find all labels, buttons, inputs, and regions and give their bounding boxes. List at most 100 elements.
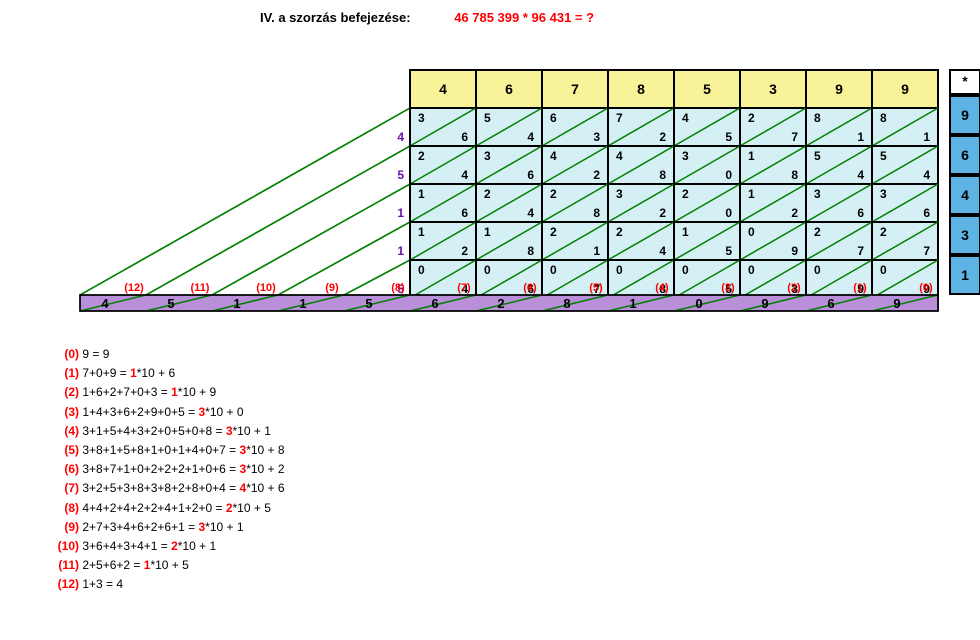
step-post: *10 + 5 <box>233 501 271 515</box>
step-carry: 1 <box>171 385 178 399</box>
step-index: (10) <box>45 537 79 556</box>
multiplier-digit: 9 <box>961 107 969 123</box>
lattice-ones: 8 <box>527 244 534 258</box>
diag-index: (6) <box>523 282 537 294</box>
step-index: (5) <box>45 441 79 460</box>
lattice-ones: 0 <box>725 206 732 220</box>
step-index: (4) <box>45 422 79 441</box>
lattice-tens: 3 <box>880 187 887 201</box>
diag-index: (2) <box>787 282 801 294</box>
step-row: (0) 9 = 9 <box>45 345 980 364</box>
step-row: (1) 7+0+9 = 1*10 + 6 <box>45 364 980 383</box>
lattice-tens: 0 <box>550 263 557 277</box>
lattice-tens: 0 <box>484 263 491 277</box>
diag-index: (10) <box>256 282 276 294</box>
result-digit: 5 <box>365 296 372 311</box>
diag-index: (12) <box>124 282 144 294</box>
title-row: IV. a szorzás befejezése: 46 785 399 * 9… <box>260 10 980 25</box>
lattice-tens: 2 <box>418 149 425 163</box>
step-row: (5) 3+8+1+5+8+1+0+1+4+0+7 = 3*10 + 8 <box>45 441 980 460</box>
step-index: (6) <box>45 460 79 479</box>
result-digit: 1 <box>299 296 306 311</box>
lattice-ones: 6 <box>461 130 468 144</box>
multiplicand-digit: 3 <box>769 81 777 97</box>
step-carry: 1 <box>130 366 137 380</box>
lattice-ones: 2 <box>593 168 600 182</box>
lattice-tens: 5 <box>484 111 491 125</box>
step-index: (0) <box>45 345 79 364</box>
step-pre: 2+7+3+4+6+2+6+1 = <box>82 520 198 534</box>
result-digit: 8 <box>563 296 570 311</box>
result-digit: 4 <box>101 296 109 311</box>
lattice-tens: 5 <box>880 149 887 163</box>
step-post: *10 + 1 <box>233 424 271 438</box>
lattice-ones: 5 <box>725 130 732 144</box>
lattice-ones: 6 <box>857 206 864 220</box>
step-index: (12) <box>45 575 79 594</box>
lattice-tens: 1 <box>748 149 755 163</box>
lattice-tens: 5 <box>814 149 821 163</box>
lattice-ones: 5 <box>725 244 732 258</box>
diag-index: (11) <box>191 282 210 294</box>
step-post: *10 + 1 <box>178 539 216 553</box>
lattice-ones: 8 <box>593 206 600 220</box>
lattice-tens: 2 <box>814 225 821 239</box>
multiplicand-digit: 5 <box>703 81 711 97</box>
lattice-tens: 3 <box>682 149 689 163</box>
lattice-ones: 6 <box>923 206 930 220</box>
lattice-ones: 6 <box>527 168 534 182</box>
lattice-ones: 1 <box>593 244 600 258</box>
step-row: (11) 2+5+6+2 = 1*10 + 5 <box>45 556 980 575</box>
diag-index: (0) <box>919 282 933 294</box>
lattice-tens: 3 <box>484 149 491 163</box>
result-digit: 1 <box>629 296 636 311</box>
lattice-ones: 2 <box>461 244 468 258</box>
lattice-ones: 2 <box>659 206 666 220</box>
lattice-ones: 7 <box>857 244 864 258</box>
lattice-tens: 3 <box>418 111 425 125</box>
lattice-ones: 0 <box>725 168 732 182</box>
result-digit: 0 <box>695 296 702 311</box>
lattice-ones: 4 <box>527 130 534 144</box>
result-digit: 1 <box>233 296 240 311</box>
lattice-tens: 4 <box>550 149 557 163</box>
lattice-ones: 7 <box>923 244 930 258</box>
step-post: *10 + 6 <box>246 481 284 495</box>
diag-index: (4) <box>655 282 669 294</box>
step-post: *10 + 8 <box>246 443 284 457</box>
lattice-tens: 2 <box>616 225 623 239</box>
multiplicand-digit: 9 <box>901 81 909 97</box>
row-label: 1 <box>397 206 404 220</box>
step-pre: 7+0+9 = <box>82 366 130 380</box>
step-index: (9) <box>45 518 79 537</box>
step-index: (3) <box>45 403 79 422</box>
step-index: (11) <box>45 556 79 575</box>
lattice-tens: 0 <box>880 263 887 277</box>
step-text: 1+3 = 4 <box>82 577 123 591</box>
lattice-ones: 9 <box>791 244 798 258</box>
multiplicand-digit: 8 <box>637 81 645 97</box>
step-row: (4) 3+1+5+4+3+2+0+5+0+8 = 3*10 + 1 <box>45 422 980 441</box>
result-digit: 5 <box>167 296 174 311</box>
multiplier-digit: 6 <box>961 147 969 163</box>
step-row: (3) 1+4+3+6+2+9+0+5 = 3*10 + 0 <box>45 403 980 422</box>
step-pre: 3+1+5+4+3+2+0+5+0+8 = <box>82 424 225 438</box>
step-row: (10) 3+6+4+3+4+1 = 2*10 + 1 <box>45 537 980 556</box>
step-post: *10 + 1 <box>205 520 243 534</box>
lattice-tens: 6 <box>550 111 557 125</box>
step-pre: 1+6+2+7+0+3 = <box>82 385 171 399</box>
step-post: *10 + 5 <box>150 558 188 572</box>
result-digit: 6 <box>431 296 438 311</box>
lattice-tens: 2 <box>550 225 557 239</box>
lattice-ones: 4 <box>923 168 930 182</box>
step-pre: 4+4+2+4+2+2+4+1+2+0 = <box>82 501 225 515</box>
step-post: *10 + 9 <box>178 385 216 399</box>
mult-star: * <box>962 73 968 89</box>
lattice-ones: 8 <box>659 168 666 182</box>
lattice-tens: 0 <box>418 263 425 277</box>
step-row: (7) 3+2+5+3+8+3+8+2+8+0+4 = 4*10 + 6 <box>45 479 980 498</box>
step-index: (8) <box>45 499 79 518</box>
row-label: 1 <box>397 244 404 258</box>
row-label: 4 <box>397 130 404 144</box>
diag-index: (1) <box>853 282 867 294</box>
